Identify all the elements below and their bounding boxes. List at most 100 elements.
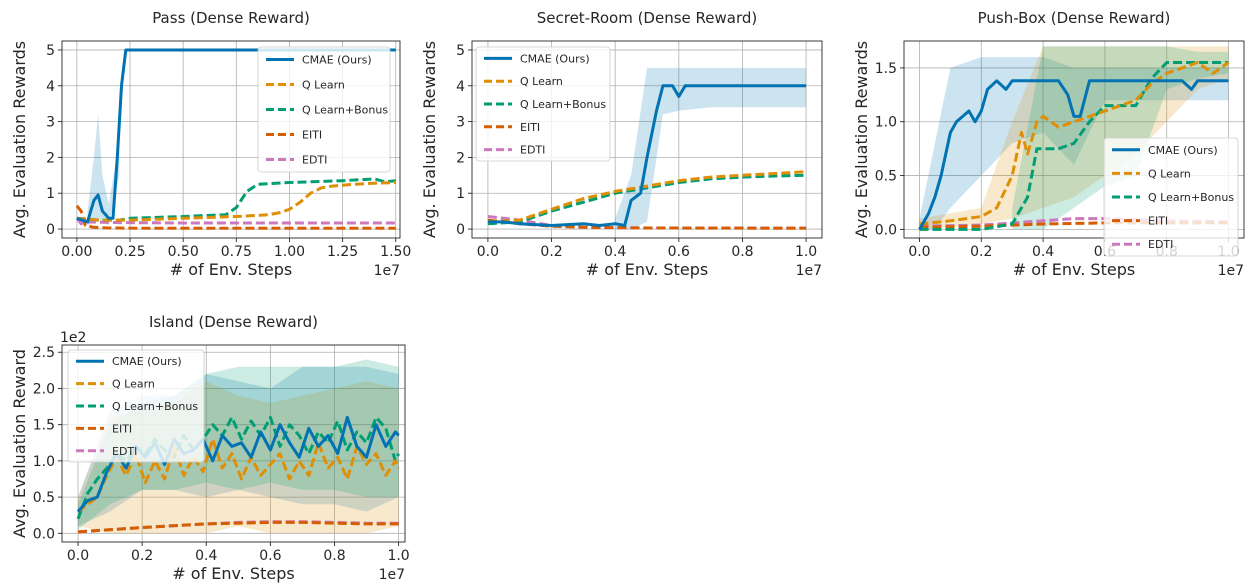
x-tick-label: 0.75 (221, 244, 252, 260)
y-tick-label: 1.5 (875, 61, 897, 77)
legend: CMAE (Ours) Q Learn Q Learn+Bonus EITI EDTI (475, 46, 611, 162)
series-line (487, 173, 807, 226)
x-tick-label: 0.25 (114, 244, 145, 260)
y-tick-label: 1 (46, 186, 55, 202)
legend-label: Q Learn+Bonus (520, 98, 606, 111)
x-axis-label: # of Env. Steps (170, 260, 292, 279)
y-tick-label: 4 (46, 79, 55, 95)
y-tick-label: 2 (456, 150, 465, 166)
legend-label: EITI (1148, 215, 1168, 228)
legend-box (257, 46, 391, 173)
axes-frame (61, 40, 401, 239)
x-tick-label: 0.2 (970, 244, 992, 260)
legend-label: EITI (112, 422, 132, 435)
x-axis-label: # of Env. Steps (1013, 260, 1135, 279)
y-tick-label: 5 (46, 43, 55, 59)
x-offset-label: 1e7 (1218, 263, 1244, 279)
x-tick-label: 0.8 (731, 244, 753, 260)
y-tick-label: 3 (46, 115, 55, 131)
legend-label: Q Learn (1148, 167, 1191, 180)
x-tick-label: 0.4 (1032, 244, 1054, 260)
y-axis-label: Avg. Evaluation Rewards (852, 41, 871, 238)
y-axis-label: Avg. Evaluation Reward (10, 349, 29, 538)
series-line (75, 204, 396, 230)
y-tick-label: 0 (456, 222, 465, 238)
legend-label: Q Learn+Bonus (302, 104, 388, 117)
legend-box (67, 349, 205, 463)
x-tick-label: 0.6 (259, 548, 281, 564)
y-tick-label: 0 (46, 222, 55, 238)
confidence-band (919, 46, 1229, 230)
legend: CMAE (Ours) Q Learn Q Learn+Bonus EITI EDTI (1103, 137, 1239, 257)
series-line (76, 181, 396, 222)
legend-label: EDTI (520, 144, 545, 157)
legend-label: EITI (520, 121, 540, 134)
series-line (918, 79, 1229, 231)
x-tick-label: 0.0 (477, 244, 499, 260)
x-tick-label: 0.8 (323, 548, 345, 564)
y-tick-label: 1.0 (875, 115, 897, 131)
legend-label: Q Learn+Bonus (112, 400, 198, 413)
legend-label: EDTI (1148, 238, 1173, 251)
x-tick-label: 1.50 (380, 244, 411, 260)
legend-label: Q Learn (302, 79, 345, 92)
chart-title: Pass (Dense Reward) (152, 9, 310, 27)
legend-label: CMAE (Ours) (112, 355, 182, 368)
x-tick-label: 0.2 (540, 244, 562, 260)
legend: CMAE (Ours) Q Learn Q Learn+Bonus EITI EDTI (67, 349, 205, 463)
confidence-band (615, 67, 807, 230)
series-line (487, 84, 807, 227)
y-tick-label: 2.0 (33, 381, 55, 397)
legend-label: Q Learn+Bonus (1148, 191, 1234, 204)
series-line (487, 170, 807, 224)
x-tick-label: 0.2 (131, 548, 153, 564)
x-axis-label: # of Env. Steps (586, 260, 708, 279)
x-tick-label: 0.4 (604, 244, 626, 260)
series-line (919, 61, 1229, 231)
y-tick-label: 1.5 (33, 418, 55, 434)
axes-frame (61, 344, 406, 543)
plot-area (75, 48, 396, 230)
y-tick-label: 2 (46, 150, 55, 166)
x-tick-label: 1.25 (327, 244, 358, 260)
x-axis-label: # of Env. Steps (172, 564, 294, 583)
y-tick-label: 5 (456, 43, 465, 59)
legend-label: EDTI (112, 445, 137, 458)
chart-panel-4: 0.0 0.2 0.4 0.6 0.8 1.0 0.0 0.5 1.0 1.5 2.0 2.5 Isla… (10, 313, 410, 583)
series-line (75, 217, 396, 226)
legend-label: CMAE (Ours) (302, 54, 372, 67)
legend-label: CMAE (Ours) (1148, 144, 1218, 157)
chart-panel-1: 0.00 0.25 0.50 0.75 1.00 1.25 1.50 0 1 2 3 4 5 Pass (… (10, 9, 411, 279)
y-tick-label: 0.5 (875, 169, 897, 185)
legend: CMAE (Ours) Q Learn Q Learn+Bonus EITI EDTI (257, 46, 391, 173)
x-tick-label: 1.0 (795, 244, 817, 260)
y-tick-label: 4 (456, 79, 465, 95)
x-offset-label: 1e7 (379, 567, 405, 583)
legend-label: CMAE (Ours) (520, 52, 590, 65)
x-tick-label: 0.00 (61, 244, 92, 260)
y-offset-label: 1e2 (60, 330, 86, 346)
x-tick-label: 1.0 (387, 548, 409, 564)
plot-area (487, 67, 807, 230)
chart-title: Push-Box (Dense Reward) (978, 9, 1171, 27)
y-tick-label: 1 (456, 186, 465, 202)
legend-label: Q Learn (520, 75, 563, 88)
y-tick-label: 0.0 (33, 526, 55, 542)
legend-box (475, 46, 611, 162)
x-tick-label: 1.00 (274, 244, 305, 260)
series-line (919, 61, 1230, 226)
axes-frame (471, 40, 823, 239)
x-tick-label: 0.50 (168, 244, 199, 260)
legend-box (1103, 137, 1239, 257)
y-axis-label: Avg. Evaluation Rewards (10, 41, 29, 238)
x-tick-label: 0.0 (67, 548, 89, 564)
legend-label: EITI (302, 129, 322, 142)
y-tick-label: 3 (456, 115, 465, 131)
axes-frame (903, 40, 1245, 239)
x-tick-label: 0.4 (195, 548, 217, 564)
y-tick-label: 2.5 (33, 345, 55, 361)
chart-panel-2: 0.0 0.2 0.4 0.6 0.8 1.0 0 1 2 3 4 5 Secret-Room (Den… (420, 9, 823, 279)
x-offset-label: 1e7 (796, 263, 822, 279)
